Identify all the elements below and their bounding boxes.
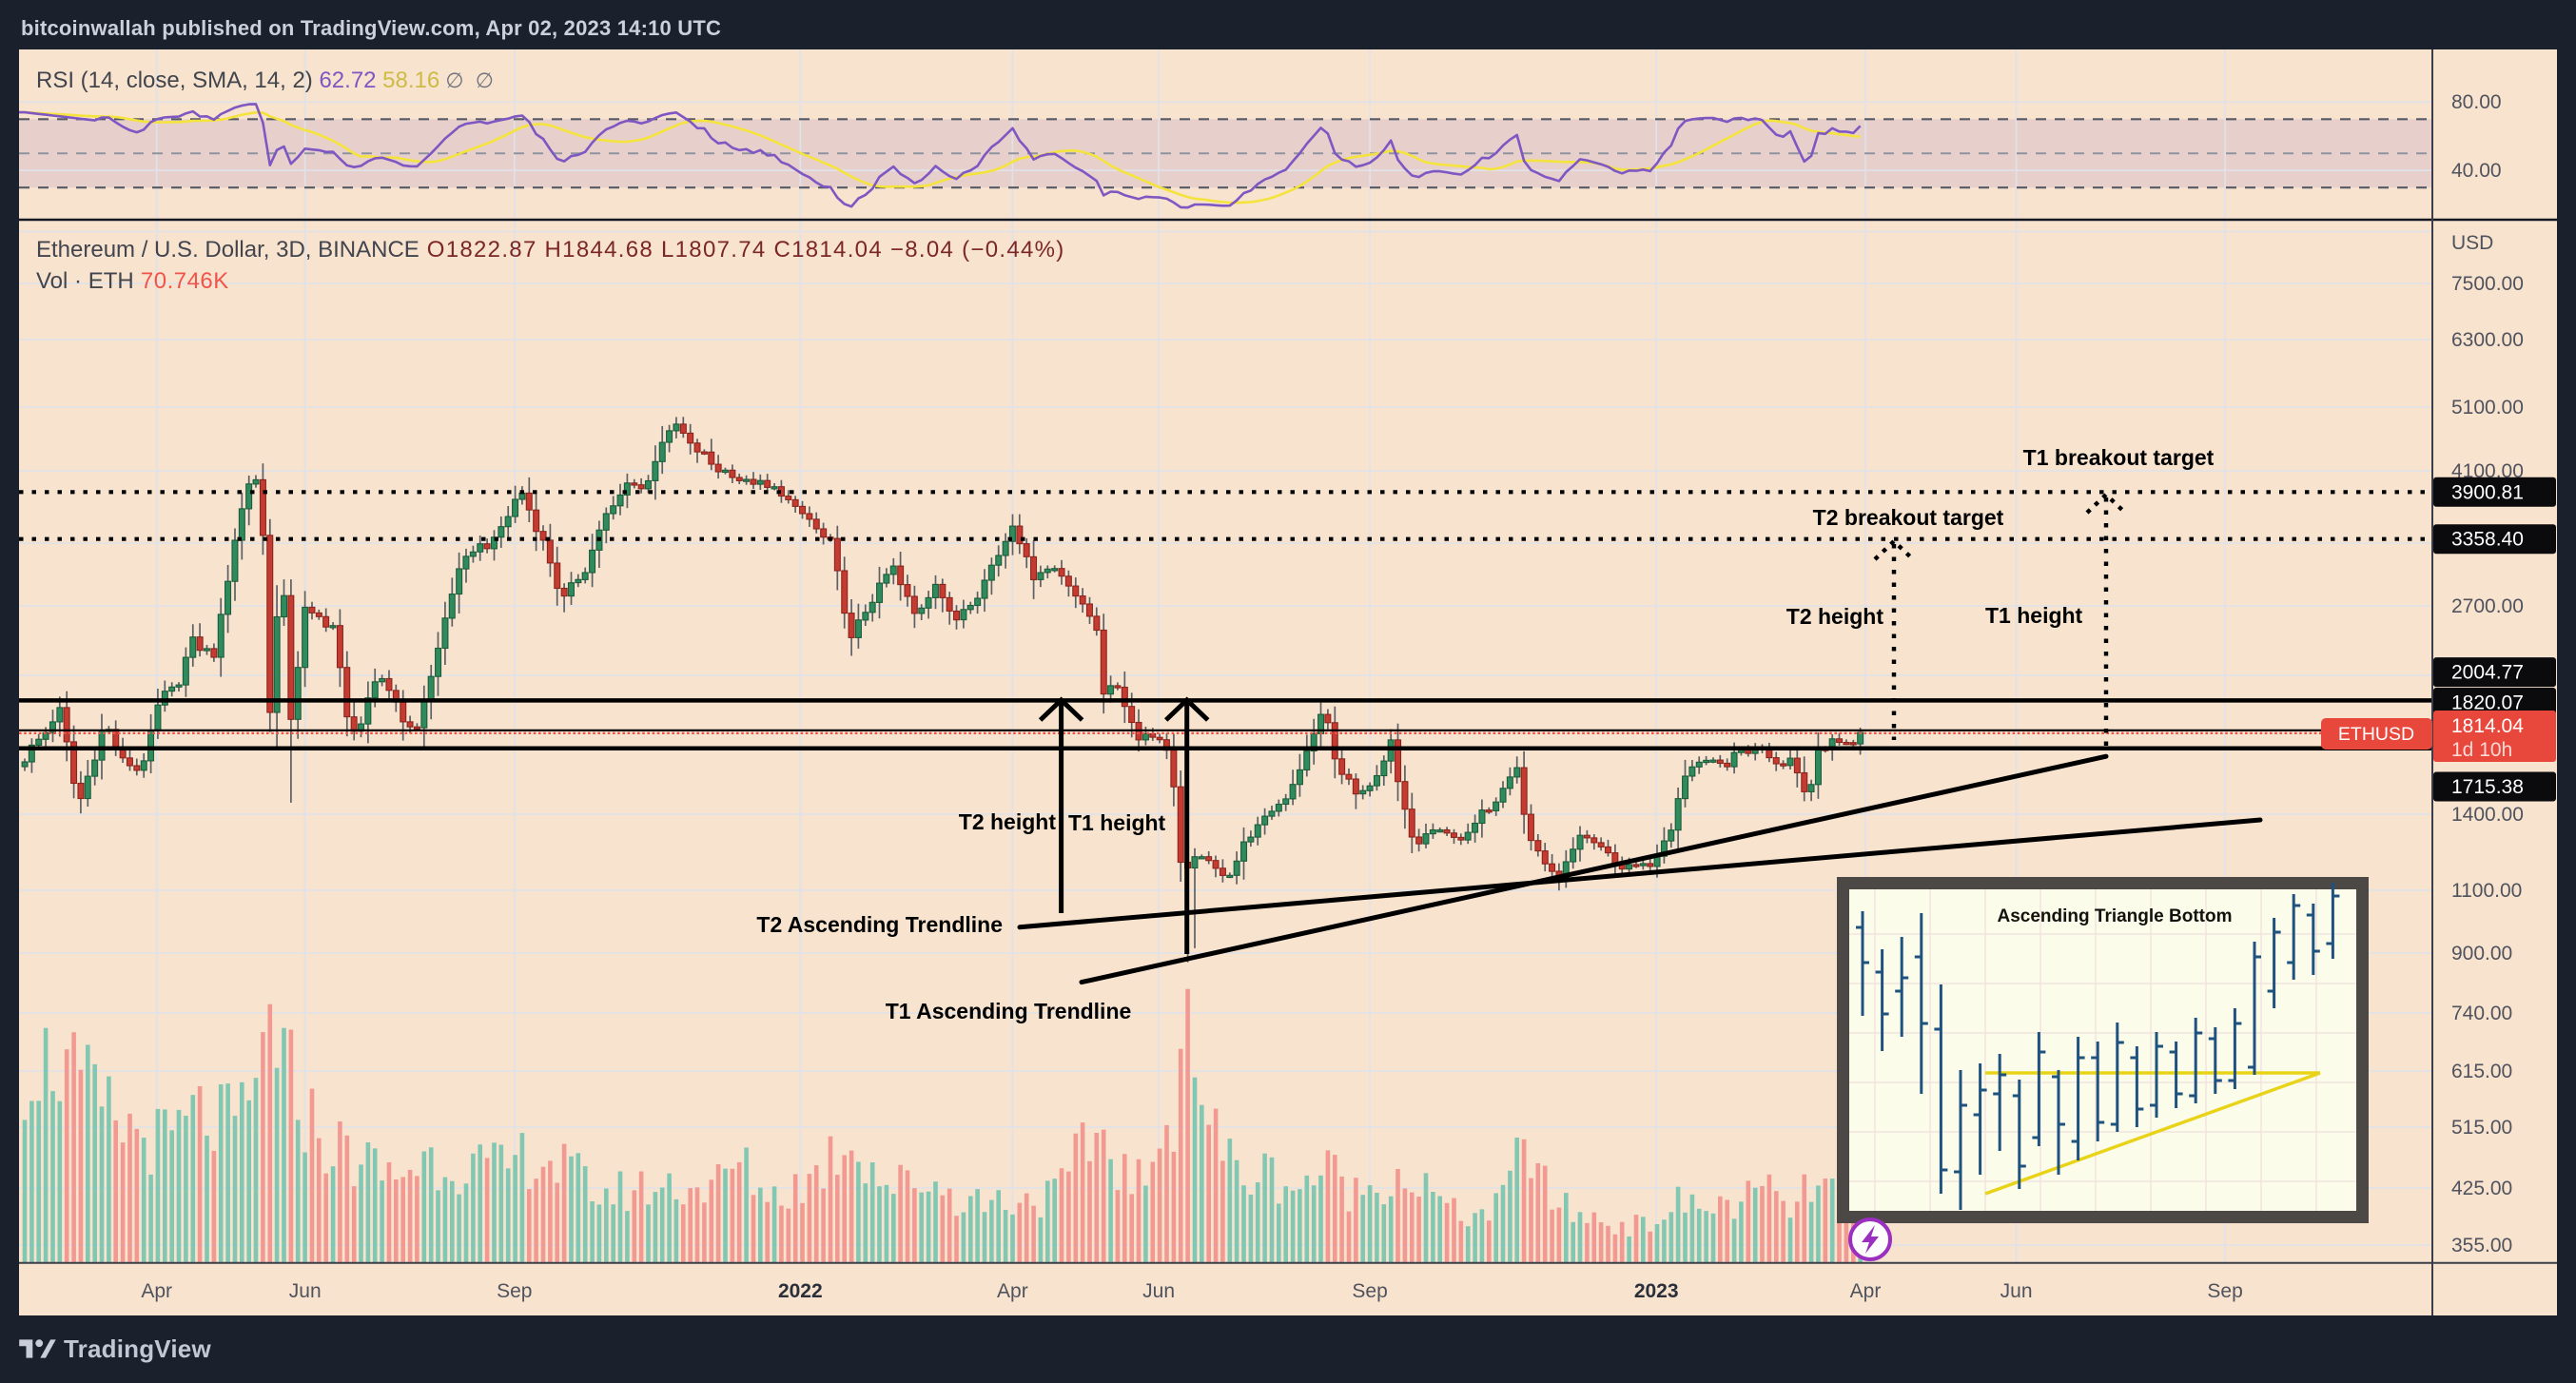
- svg-text:Sep: Sep: [1352, 1280, 1387, 1302]
- svg-text:355.00: 355.00: [2451, 1235, 2512, 1256]
- svg-text:Sep: Sep: [497, 1280, 532, 1302]
- svg-text:900.00: 900.00: [2451, 943, 2512, 964]
- svg-text:T1 breakout target: T1 breakout target: [2023, 445, 2215, 470]
- svg-text:7500.00: 7500.00: [2451, 273, 2524, 295]
- svg-text:5100.00: 5100.00: [2451, 397, 2524, 419]
- svg-text:T2 height: T2 height: [1786, 604, 1884, 629]
- svg-text:Jun: Jun: [289, 1280, 322, 1302]
- svg-text:Ascending Triangle Bottom: Ascending Triangle Bottom: [1997, 906, 2232, 926]
- svg-text:USD: USD: [2451, 232, 2493, 254]
- svg-text:Jun: Jun: [2000, 1280, 2033, 1302]
- svg-text:Ethereum / U.S. Dollar, 3D, BI: Ethereum / U.S. Dollar, 3D, BINANCE O182…: [36, 237, 1065, 263]
- svg-text:2700.00: 2700.00: [2451, 595, 2524, 617]
- svg-text:T2 breakout target: T2 breakout target: [1813, 505, 2004, 530]
- svg-text:Sep: Sep: [2207, 1280, 2242, 1302]
- svg-text:1820.07: 1820.07: [2451, 692, 2524, 714]
- svg-text:515.00: 515.00: [2451, 1117, 2512, 1139]
- svg-text:Apr: Apr: [997, 1280, 1028, 1302]
- svg-text:4100.00: 4100.00: [2451, 460, 2524, 482]
- svg-text:T2 Ascending Trendline: T2 Ascending Trendline: [756, 912, 1003, 937]
- svg-text:3900.81: 3900.81: [2451, 481, 2524, 503]
- svg-text:RSI (14, close, SMA, 14, 2) 62: RSI (14, close, SMA, 14, 2) 62.72 58.16 …: [36, 68, 494, 93]
- svg-text:T2 height: T2 height: [959, 809, 1057, 834]
- svg-text:80.00: 80.00: [2451, 91, 2502, 113]
- svg-text:Jun: Jun: [1142, 1280, 1175, 1302]
- svg-text:1715.38: 1715.38: [2451, 776, 2524, 798]
- svg-text:1400.00: 1400.00: [2451, 804, 2524, 826]
- svg-text:3358.40: 3358.40: [2451, 529, 2524, 551]
- svg-text:6300.00: 6300.00: [2451, 329, 2524, 351]
- svg-text:2023: 2023: [1634, 1280, 1679, 1302]
- svg-text:425.00: 425.00: [2451, 1178, 2512, 1199]
- svg-text:2004.77: 2004.77: [2451, 662, 2524, 684]
- svg-text:740.00: 740.00: [2451, 1003, 2512, 1024]
- svg-text:1814.04: 1814.04: [2451, 715, 2524, 737]
- svg-text:Apr: Apr: [141, 1280, 172, 1302]
- svg-text:T1 Ascending Trendline: T1 Ascending Trendline: [886, 999, 1132, 1023]
- svg-text:615.00: 615.00: [2451, 1061, 2512, 1082]
- svg-text:ETHUSD: ETHUSD: [2338, 724, 2414, 745]
- svg-text:2022: 2022: [778, 1280, 823, 1302]
- svg-text:T1 height: T1 height: [1985, 603, 2083, 628]
- svg-text:1100.00: 1100.00: [2451, 880, 2522, 902]
- svg-text:T1 height: T1 height: [1068, 810, 1166, 835]
- svg-text:Vol · ETH 70.746K: Vol · ETH 70.746K: [36, 268, 229, 294]
- svg-text:Apr: Apr: [1850, 1280, 1882, 1302]
- svg-text:1d 10h: 1d 10h: [2451, 739, 2512, 761]
- svg-text:40.00: 40.00: [2451, 160, 2502, 182]
